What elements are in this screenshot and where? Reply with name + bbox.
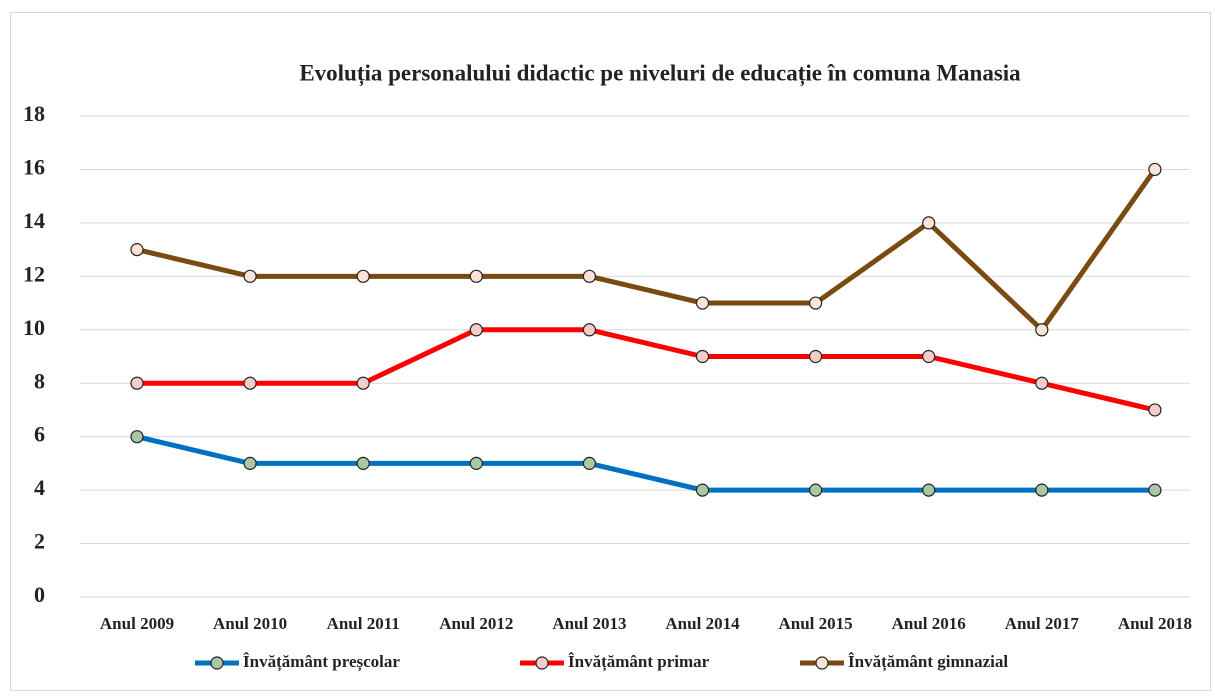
legend-marker [210,656,224,670]
x-tick-label: Anul 2013 [552,614,626,633]
y-tick-label: 2 [34,529,45,554]
data-point [243,269,257,283]
y-tick-label: 10 [23,315,45,340]
data-point [356,269,370,283]
legend-label: Învățământ primar [568,652,710,672]
data-point [1035,323,1049,337]
x-tick-label: Anul 2011 [327,614,400,633]
data-point [243,376,257,390]
series-line [136,434,1155,493]
data-point [1148,403,1162,417]
y-tick-label: 0 [34,582,45,607]
data-point [922,483,936,497]
data-point [695,483,710,497]
data-point [1148,162,1162,177]
data-point [695,296,710,310]
legend-label: Învățământ gimnazial [848,652,1008,672]
x-tick-label: Anul 2018 [1118,614,1192,633]
x-tick-label: Anul 2012 [439,614,513,633]
legend-marker [815,656,829,670]
y-tick-label: 8 [34,368,45,393]
data-point [356,376,370,390]
legend-marker [535,656,549,670]
data-point [808,349,823,364]
data-point [469,323,483,337]
x-tick-label: Anul 2009 [100,614,174,633]
data-point [582,323,597,337]
series-line [136,168,1157,333]
data-point [808,296,823,310]
data-point [243,456,257,470]
data-point [582,456,597,470]
x-tick-label: Anul 2014 [665,614,740,633]
chart-border [10,12,1211,691]
data-point [922,216,936,230]
y-tick-label: 6 [34,422,45,447]
data-point [582,269,597,283]
legend-label: Învățământ preșcolar [243,652,400,672]
x-tick-label: Anul 2016 [892,614,966,633]
y-tick-label: 18 [23,101,45,126]
data-point [808,483,823,497]
data-point [695,349,710,364]
x-tick-label: Anul 2015 [779,614,853,633]
data-point [130,376,144,390]
data-point [1035,376,1049,390]
data-point [1035,483,1049,497]
x-tick-label: Anul 2010 [213,614,287,633]
data-point [356,456,370,470]
data-point [469,456,483,470]
data-point [469,269,483,283]
y-tick-label: 14 [23,208,45,233]
x-tick-label: Anul 2017 [1005,614,1080,633]
y-tick-label: 16 [23,154,45,179]
chart-title: Evoluția personalului didactic pe nivelu… [299,60,1021,86]
series-line [137,327,1156,413]
data-point [922,349,936,364]
y-tick-label: 4 [34,475,45,500]
y-tick-label: 12 [23,261,45,286]
data-point [130,430,144,444]
data-point [1148,483,1162,497]
data-point [130,243,144,257]
